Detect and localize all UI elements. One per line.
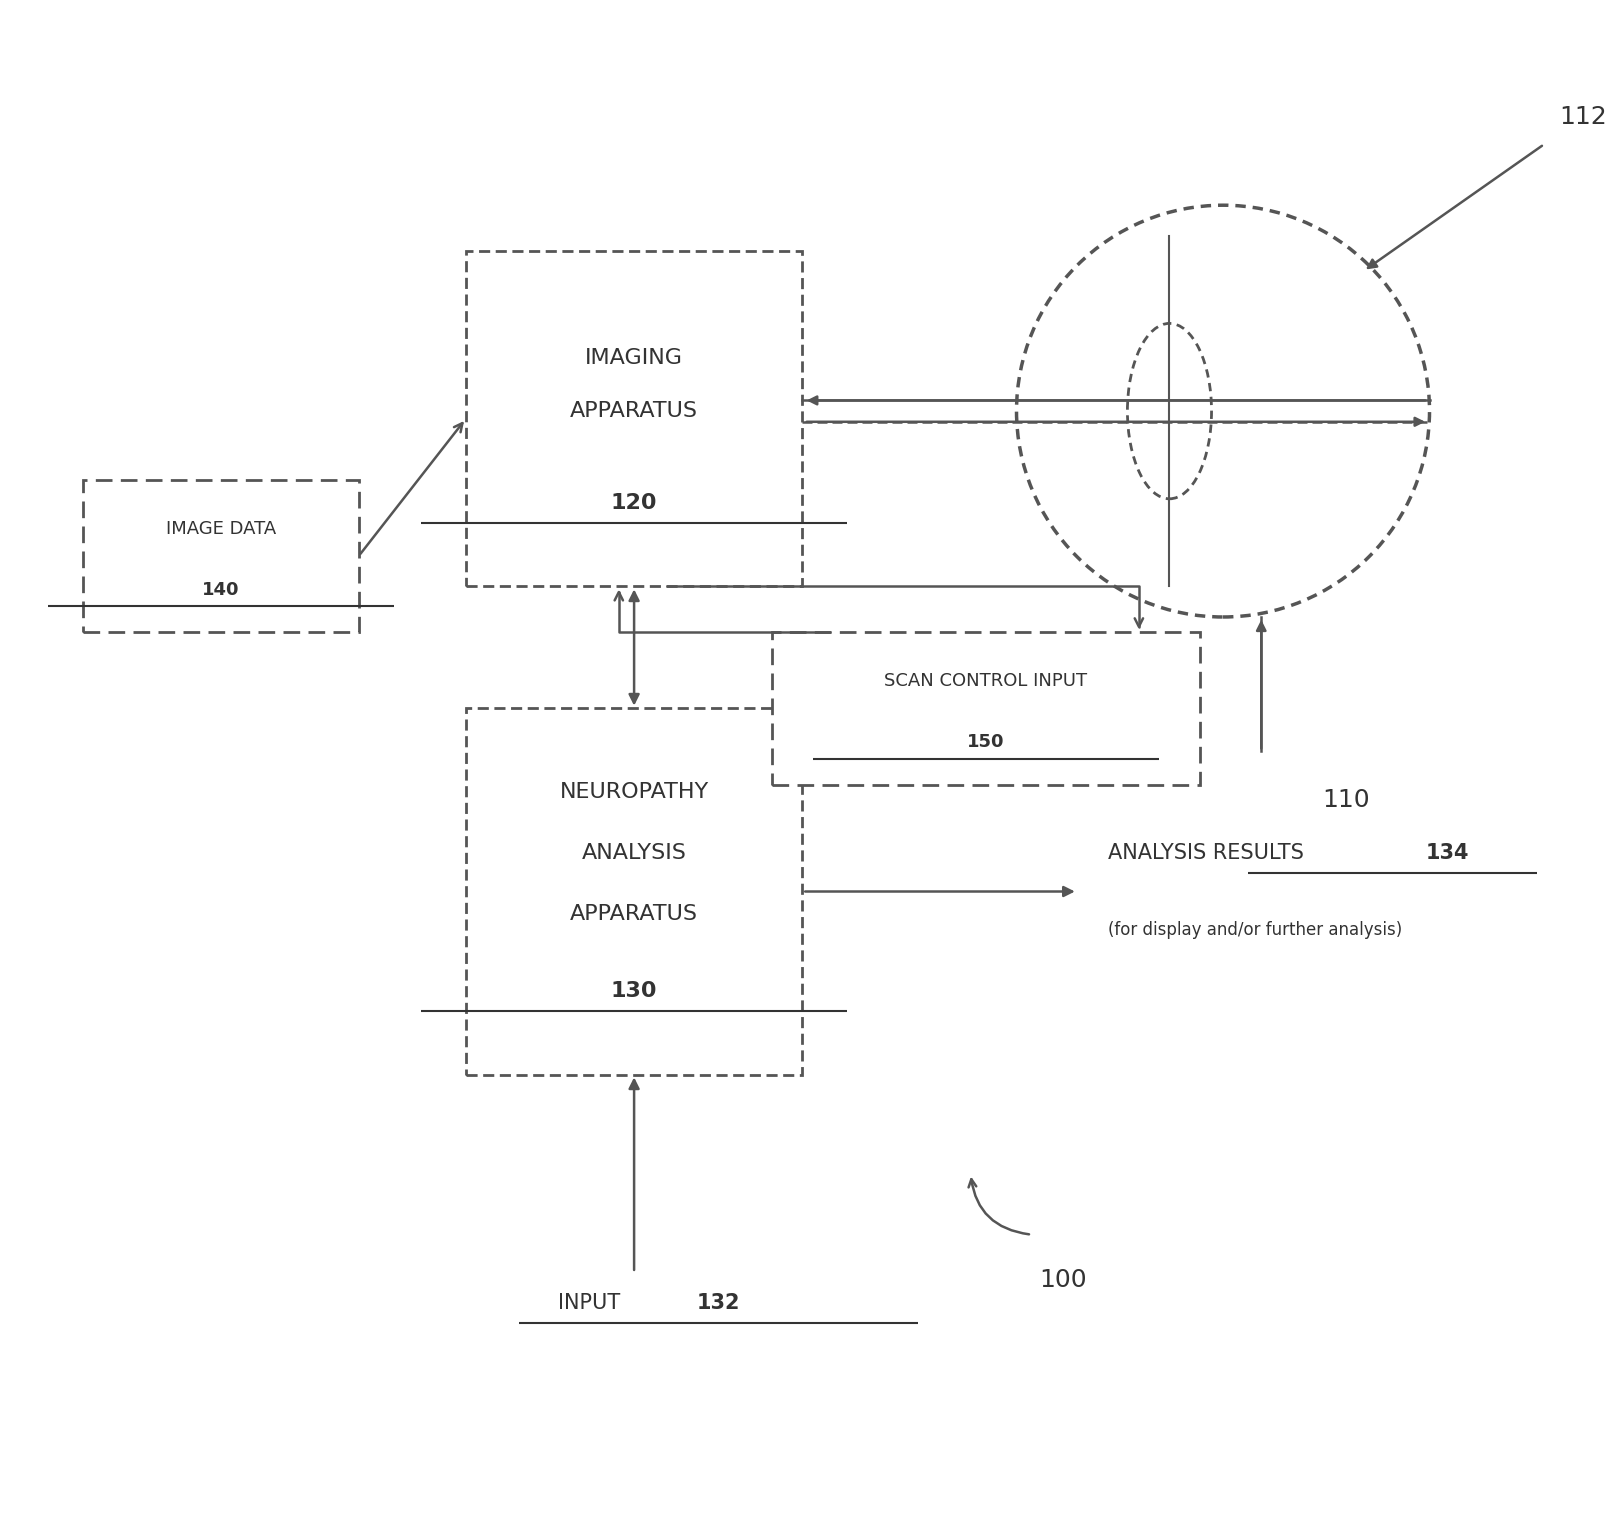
Bar	[771, 633, 1199, 785]
Text: 100: 100	[1040, 1268, 1087, 1293]
Text: IMAGE DATA: IMAGE DATA	[166, 520, 277, 537]
Bar	[465, 708, 802, 1074]
Text: 132: 132	[697, 1293, 741, 1313]
Text: 140: 140	[203, 580, 240, 599]
Text: NEUROPATHY: NEUROPATHY	[559, 782, 708, 802]
Text: (for display and/or further analysis): (for display and/or further analysis)	[1108, 920, 1402, 939]
Bar	[465, 251, 802, 586]
Bar	[84, 480, 359, 633]
Text: INPUT: INPUT	[559, 1293, 634, 1313]
Text: 112: 112	[1560, 105, 1607, 129]
Text: APPARATUS: APPARATUS	[570, 905, 699, 925]
Text: ANALYSIS: ANALYSIS	[581, 843, 686, 863]
Text: 150: 150	[968, 733, 1005, 751]
Text: ANALYSIS RESULTS: ANALYSIS RESULTS	[1108, 843, 1317, 863]
Text: SCAN CONTROL INPUT: SCAN CONTROL INPUT	[884, 673, 1087, 689]
Text: 110: 110	[1322, 788, 1370, 813]
Text: 130: 130	[610, 980, 657, 1000]
Text: 134: 134	[1426, 843, 1470, 863]
Text: 120: 120	[610, 492, 657, 512]
Text: IMAGING: IMAGING	[584, 348, 683, 368]
Text: APPARATUS: APPARATUS	[570, 402, 699, 422]
